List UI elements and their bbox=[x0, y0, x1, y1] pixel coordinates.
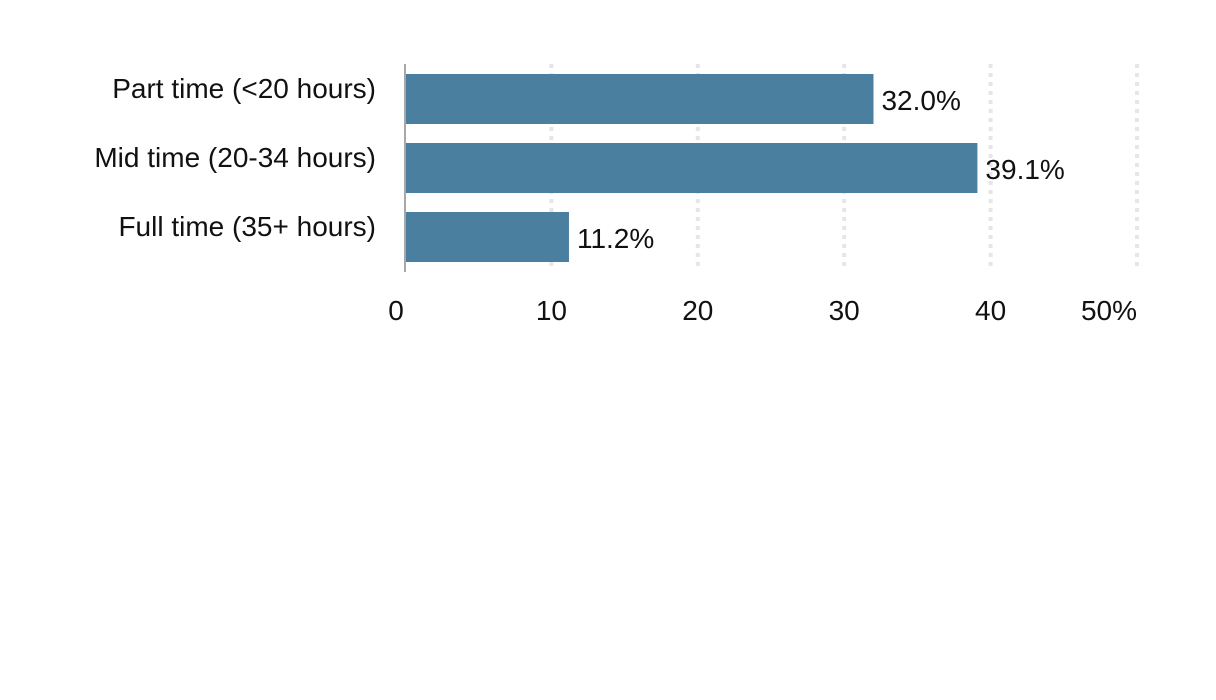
x-tick-label-40: 40 bbox=[975, 295, 1006, 326]
bar-2 bbox=[405, 212, 569, 262]
x-tick-label-20: 20 bbox=[682, 295, 713, 326]
data-labels: 32.0% 39.1% 11.2% bbox=[577, 85, 1065, 254]
x-tick-label-50: 50% bbox=[1081, 295, 1137, 326]
bar-1 bbox=[405, 143, 978, 193]
x-tick-label-10: 10 bbox=[536, 295, 567, 326]
bar-0 bbox=[405, 74, 874, 124]
data-label-1: 39.1% bbox=[985, 154, 1064, 185]
bars bbox=[405, 74, 978, 262]
x-axis-tick-labels: 0 10 20 30 40 50% bbox=[388, 295, 1137, 326]
category-labels: Part time (<20 hours) Mid time (20-34 hou… bbox=[94, 73, 376, 242]
x-tick-label-0: 0 bbox=[388, 295, 404, 326]
category-label-0: Part time (<20 hours) bbox=[112, 73, 376, 104]
data-label-0: 32.0% bbox=[881, 85, 960, 116]
category-label-1: Mid time (20-34 hours) bbox=[94, 142, 376, 173]
category-label-2: Full time (35+ hours) bbox=[118, 211, 376, 242]
x-tick-label-30: 30 bbox=[829, 295, 860, 326]
data-label-2: 11.2% bbox=[577, 223, 654, 254]
